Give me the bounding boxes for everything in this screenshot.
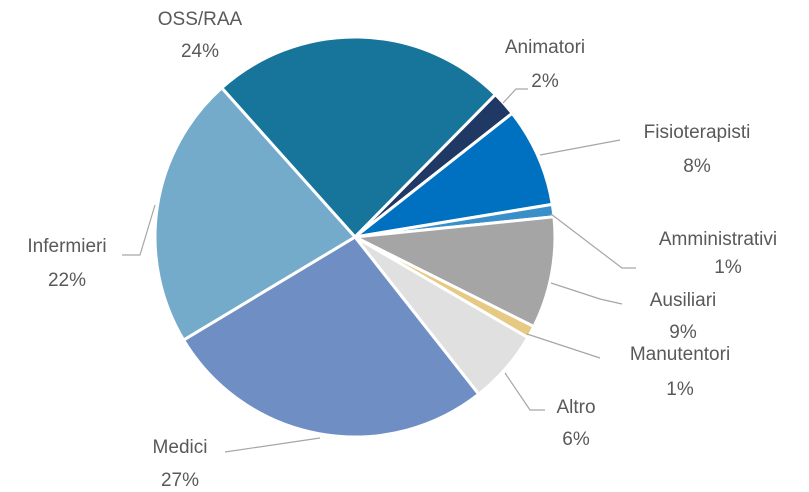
pie-slice [349,215,557,329]
slice-label: Ausiliari [650,290,717,311]
pie-slice [219,35,498,240]
slice-label: Altro [556,397,595,418]
slice-value-label: 9% [669,322,697,343]
slice-value-label: 27% [161,470,199,491]
pie-slice [181,235,481,439]
leader-line [122,204,156,256]
slice-label: Medici [153,437,208,458]
slice-value-label: 1% [714,257,742,278]
slice-value-label: 24% [181,41,219,62]
leader-line [550,282,623,305]
leader-line [504,372,545,411]
slice-label: Manutentori [630,344,730,365]
slice-label: OSS/RAA [158,9,243,30]
slice-value-label: 8% [683,156,711,177]
leader-line [224,437,321,453]
leader-line [539,139,621,156]
pie-slice [354,111,555,239]
pie-slice [153,85,358,343]
leader-line [502,88,528,104]
slice-label: Animatori [505,37,585,58]
slice-value-label: 6% [562,429,590,450]
leader-line [550,213,636,269]
slice-label: Fisioterapisti [644,122,751,143]
leader-line [526,333,601,359]
slice-label: Amministrativi [659,229,777,250]
slice-value-label: 2% [531,71,559,92]
slice-label: Infermieri [27,236,106,257]
slice-value-label: 1% [666,379,694,400]
slice-value-label: 22% [48,270,86,291]
